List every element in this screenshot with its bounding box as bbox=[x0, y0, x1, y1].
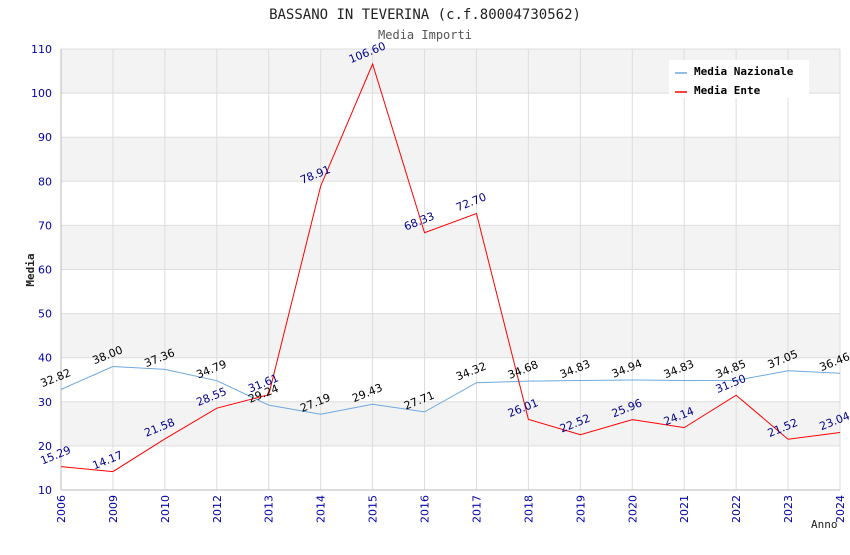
chart-title: BASSANO IN TEVERINA (c.f.80004730562) bbox=[269, 7, 581, 23]
grid-band bbox=[61, 181, 840, 226]
axes bbox=[60, 49, 840, 491]
legend: Media Nazionale Media Ente bbox=[669, 60, 809, 98]
x-tick-label: 2020 bbox=[626, 495, 639, 523]
x-tick-label: 2019 bbox=[574, 495, 587, 523]
x-tick-label: 2012 bbox=[211, 495, 224, 523]
legend-label-media-ente: Media Ente bbox=[694, 84, 761, 97]
grid-band bbox=[61, 269, 840, 314]
y-axis-label: Media bbox=[24, 253, 37, 286]
grid-band bbox=[61, 137, 840, 182]
y-tick-label: 70 bbox=[38, 219, 52, 232]
x-tick-label: 2013 bbox=[263, 495, 276, 523]
grid-band bbox=[61, 225, 840, 270]
x-tick-label: 2023 bbox=[782, 495, 795, 523]
grid-band bbox=[61, 401, 840, 446]
x-axis-label: Anno bbox=[811, 518, 838, 531]
chart-subtitle: Media Importi bbox=[378, 28, 472, 42]
grid-band bbox=[61, 93, 840, 138]
x-tick-label: 2022 bbox=[730, 495, 743, 523]
y-tick-label: 100 bbox=[31, 87, 52, 100]
grid-band bbox=[61, 357, 840, 402]
x-tick-label: 2016 bbox=[419, 495, 432, 523]
y-tick-labels: 10 20 30 40 50 60 70 80 90 100 110 bbox=[31, 43, 52, 497]
x-tick-label: 2021 bbox=[678, 495, 691, 523]
x-tick-label: 2010 bbox=[159, 495, 172, 523]
y-tick-label: 80 bbox=[38, 175, 52, 188]
y-tick-label: 30 bbox=[38, 396, 52, 409]
series-line-media-nazionale bbox=[60, 366, 841, 415]
y-tick-label: 10 bbox=[38, 484, 52, 497]
y-tick-label: 20 bbox=[38, 440, 52, 453]
legend-label-media-nazionale: Media Nazionale bbox=[694, 65, 794, 78]
y-tick-label: 60 bbox=[38, 264, 52, 277]
grid-bands bbox=[61, 49, 840, 490]
x-tick-label: 2017 bbox=[470, 495, 483, 523]
x-tick-labels: 2006 2009 2010 2012 2013 2014 2015 2016 2017 2018… bbox=[55, 495, 847, 523]
grid-band bbox=[61, 313, 840, 358]
x-tick-label: 2009 bbox=[107, 495, 120, 523]
y-tick-label: 110 bbox=[31, 43, 52, 56]
legend-box bbox=[669, 60, 809, 98]
x-tick-label: 2018 bbox=[522, 495, 535, 523]
series-line-media-ente bbox=[60, 62, 841, 473]
series-lines bbox=[60, 62, 841, 473]
x-tick-label: 2015 bbox=[367, 495, 380, 523]
x-tick-label: 2014 bbox=[315, 495, 328, 523]
x-tick-label: 2024 bbox=[834, 495, 847, 523]
y-tick-label: 40 bbox=[38, 352, 52, 365]
grid-band bbox=[61, 445, 840, 490]
y-tick-label: 90 bbox=[38, 131, 52, 144]
y-tick-label: 50 bbox=[38, 308, 52, 321]
x-tick-label: 2006 bbox=[55, 495, 68, 523]
